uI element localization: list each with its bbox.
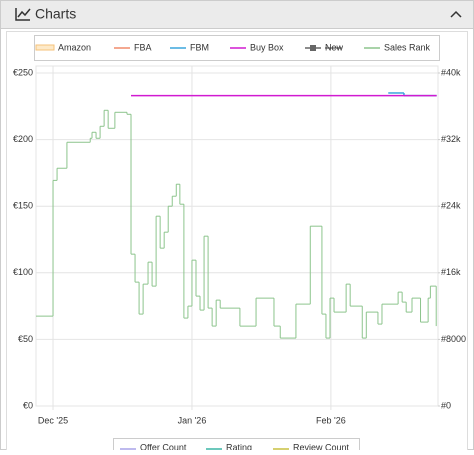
y-tick-label: €250 — [13, 67, 33, 77]
panel-header[interactable] — [0, 0, 474, 29]
chart-icon — [15, 8, 31, 21]
chart-area — [6, 31, 468, 452]
legend-swatch — [35, 44, 55, 51]
legend-label[interactable]: FBA — [134, 42, 152, 52]
legend-label[interactable]: Rating — [226, 442, 252, 452]
legend-label[interactable]: Amazon — [58, 42, 91, 52]
y2-tick-label: #32k — [441, 134, 461, 144]
collapse-chevron[interactable] — [450, 10, 462, 18]
y-tick-label: €150 — [13, 201, 33, 211]
x-tick-label: Jan '26 — [178, 415, 207, 425]
y-tick-label: €0 — [23, 400, 33, 410]
legend-marker — [310, 45, 316, 51]
panel-title: Charts — [35, 6, 76, 22]
y2-tick-label: #24k — [441, 201, 461, 211]
x-tick-label: Dec '25 — [38, 415, 68, 425]
legend-label[interactable]: New — [325, 42, 344, 52]
y-tick-label: €100 — [13, 267, 33, 277]
y2-tick-label: #0 — [441, 400, 451, 410]
legend-label[interactable]: Buy Box — [250, 42, 284, 52]
y2-tick-label: #8000 — [441, 334, 466, 344]
legend-label[interactable]: FBM — [190, 42, 209, 52]
y-tick-label: €200 — [13, 134, 33, 144]
legend-label[interactable]: Review Count — [293, 442, 350, 452]
legend-label[interactable]: Sales Rank — [384, 42, 431, 52]
x-tick-label: Feb '26 — [316, 415, 346, 425]
legend-label[interactable]: Offer Count — [140, 442, 187, 452]
y2-tick-label: #16k — [441, 267, 461, 277]
y-tick-label: €50 — [18, 334, 33, 344]
y2-tick-label: #40k — [441, 67, 461, 77]
